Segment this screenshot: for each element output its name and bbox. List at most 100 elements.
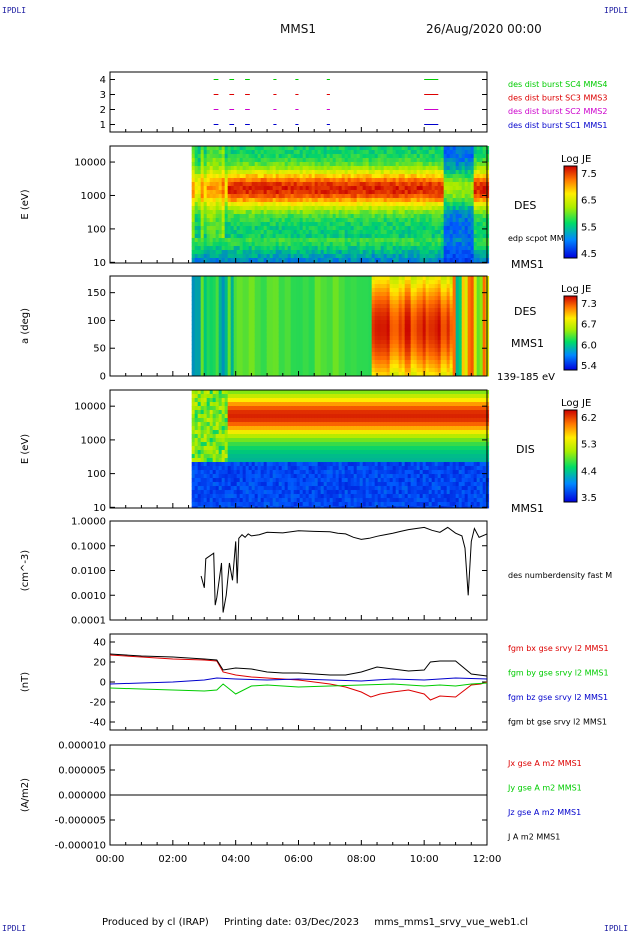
heatmap-cell bbox=[395, 364, 400, 369]
heatmap-cell bbox=[218, 182, 223, 187]
heatmap-cell bbox=[215, 186, 220, 191]
scpot-label: edp scpot MMS1 bbox=[508, 234, 574, 243]
heatmap-cell bbox=[383, 210, 388, 215]
heatmap-cell bbox=[353, 328, 358, 333]
heatmap-cell bbox=[449, 218, 454, 223]
heatmap-cell bbox=[413, 340, 418, 345]
heatmap-cell bbox=[293, 328, 298, 333]
heatmap-cell bbox=[461, 250, 466, 255]
heatmap-cell bbox=[293, 218, 298, 223]
heatmap-cell bbox=[194, 254, 199, 259]
heatmap-cell bbox=[293, 352, 298, 357]
heatmap-cell bbox=[317, 194, 322, 199]
heatmap-cell bbox=[287, 304, 292, 309]
heatmap-cell bbox=[389, 146, 394, 151]
heatmap-cell bbox=[482, 150, 487, 155]
heatmap-cell bbox=[401, 360, 406, 365]
heatmap-cell bbox=[329, 254, 334, 259]
heatmap-cell bbox=[320, 230, 325, 235]
heatmap-cell bbox=[410, 154, 415, 159]
heatmap-cell bbox=[365, 214, 370, 219]
heatmap-cell bbox=[452, 190, 457, 195]
heatmap-cell bbox=[269, 190, 274, 195]
heatmap-cell bbox=[260, 276, 265, 281]
heatmap-cell bbox=[377, 198, 382, 203]
heatmap-cell bbox=[377, 242, 382, 247]
heatmap-cell bbox=[266, 234, 271, 239]
heatmap-cell bbox=[314, 296, 319, 301]
heatmap-cell bbox=[299, 242, 304, 247]
heatmap-cell bbox=[368, 226, 373, 231]
heatmap-cell bbox=[191, 222, 196, 227]
heatmap-cell bbox=[233, 254, 238, 259]
heatmap-cell bbox=[206, 312, 211, 317]
heatmap-cell bbox=[410, 364, 415, 369]
heatmap-cell bbox=[332, 368, 337, 373]
heatmap-cell bbox=[431, 226, 436, 231]
heatmap-cell bbox=[437, 170, 442, 175]
heatmap-cell bbox=[275, 154, 280, 159]
heatmap-cell bbox=[371, 162, 376, 167]
heatmap-cell bbox=[197, 206, 202, 211]
heatmap-cell bbox=[443, 234, 448, 239]
heatmap-cell bbox=[482, 214, 487, 219]
heatmap-cell bbox=[212, 238, 217, 243]
heatmap-cell bbox=[287, 324, 292, 329]
heatmap-cell bbox=[338, 336, 343, 341]
heatmap-cell bbox=[293, 170, 298, 175]
heatmap-cell bbox=[353, 332, 358, 337]
heatmap-cell bbox=[227, 356, 232, 361]
heatmap-cell bbox=[353, 166, 358, 171]
heatmap-cell bbox=[260, 166, 265, 171]
heatmap-cell bbox=[194, 238, 199, 243]
heatmap-cell bbox=[392, 210, 397, 215]
heatmap-cell bbox=[323, 296, 328, 301]
heatmap-cell bbox=[233, 368, 238, 373]
heatmap-cell bbox=[404, 328, 409, 333]
heatmap-cell bbox=[368, 202, 373, 207]
heatmap-cell bbox=[413, 234, 418, 239]
heatmap-cell bbox=[335, 372, 340, 377]
heatmap-cell bbox=[218, 210, 223, 215]
heatmap-cell bbox=[374, 336, 379, 341]
heatmap-cell bbox=[326, 360, 331, 365]
heatmap-cell bbox=[431, 210, 436, 215]
heatmap-cell bbox=[269, 178, 274, 183]
heatmap-cell bbox=[293, 364, 298, 369]
heatmap-cell bbox=[317, 340, 322, 345]
heatmap-cell bbox=[281, 368, 286, 373]
heatmap-cell bbox=[209, 222, 214, 227]
heatmap-cell bbox=[239, 238, 244, 243]
heatmap-cell bbox=[197, 312, 202, 317]
y-axis-label-1: E (eV) bbox=[20, 189, 31, 219]
heatmap-cell bbox=[389, 210, 394, 215]
heatmap-cell bbox=[407, 356, 412, 361]
heatmap-cell bbox=[335, 182, 340, 187]
heatmap-cell bbox=[365, 178, 370, 183]
heatmap-cell bbox=[344, 296, 349, 301]
heatmap-cell bbox=[473, 226, 478, 231]
heatmap-cell bbox=[242, 230, 247, 235]
heatmap-cell bbox=[227, 226, 232, 231]
heatmap-cell bbox=[272, 280, 277, 285]
heatmap-cell bbox=[326, 258, 331, 263]
heatmap-cell bbox=[206, 146, 211, 151]
heatmap-cell bbox=[326, 162, 331, 167]
heatmap-cell bbox=[302, 178, 307, 183]
heatmap-cell bbox=[221, 276, 226, 281]
heatmap-cell bbox=[407, 284, 412, 289]
heatmap-cell bbox=[245, 308, 250, 313]
heatmap-cell bbox=[374, 288, 379, 293]
heatmap-cell bbox=[365, 186, 370, 191]
heatmap-cell bbox=[272, 304, 277, 309]
heatmap-cell bbox=[245, 292, 250, 297]
heatmap-cell bbox=[401, 344, 406, 349]
heatmap-cell bbox=[242, 288, 247, 293]
heatmap-cell bbox=[332, 154, 337, 159]
heatmap-cell bbox=[203, 146, 208, 151]
heatmap-cell bbox=[479, 178, 484, 183]
heatmap-cell bbox=[269, 348, 274, 353]
heatmap-cell bbox=[224, 238, 229, 243]
heatmap-cell bbox=[230, 304, 235, 309]
heatmap-cell bbox=[365, 182, 370, 187]
